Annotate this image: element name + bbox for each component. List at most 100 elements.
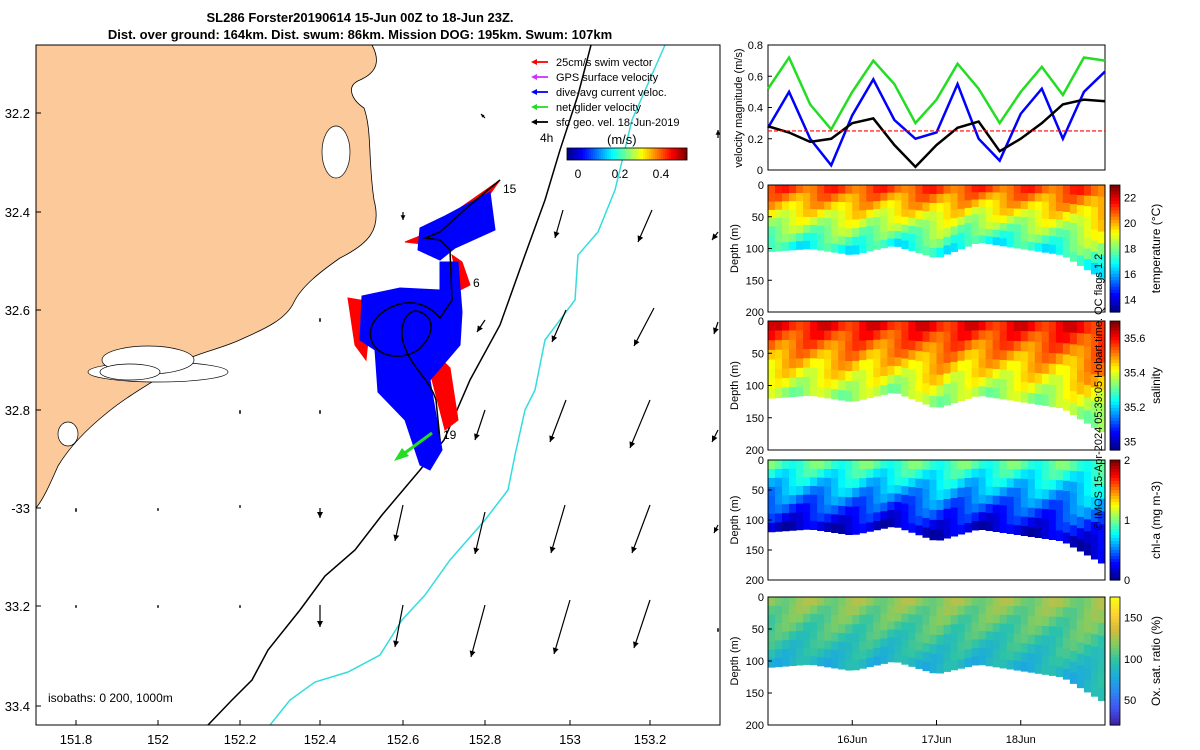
heatmap-cell [915, 488, 923, 498]
heatmap-cell [901, 512, 909, 522]
heatmap-cell [1048, 519, 1057, 531]
heatmap-cell [817, 622, 825, 632]
heatmap-colorbar-tick-label: 35.4 [1124, 368, 1145, 380]
heatmap-cell [1013, 642, 1022, 653]
heatmap-cell [894, 330, 902, 340]
heatmap-cell [1041, 479, 1050, 490]
heatmap-cell [831, 469, 839, 479]
heatmap-cell [880, 468, 888, 478]
heatmap-cell [803, 494, 811, 504]
heatmap-cell [803, 321, 811, 331]
heatmap-cell [985, 512, 994, 523]
map-lat-tick-label: 32.2 [5, 106, 30, 121]
heatmap-cell [978, 235, 987, 244]
heatmap-colorbar-segment [1110, 226, 1120, 231]
heatmap-cell [824, 597, 832, 607]
heatmap-cell [803, 240, 811, 250]
heatmap-cell [775, 193, 783, 202]
heatmap-cell [1083, 397, 1092, 411]
heatmap-cell [775, 504, 783, 514]
heatmap-cell [1020, 217, 1029, 226]
heatmap-cell [789, 597, 797, 607]
heatmap-cell [1083, 495, 1092, 508]
heatmap-colorbar-label: Ox. sat. ratio (%) [1149, 616, 1163, 706]
heatmap-cell [887, 365, 895, 376]
heatmap-cell [866, 368, 874, 379]
heatmap-cell [964, 215, 973, 224]
heatmap-colorbar-segment [1110, 648, 1120, 652]
heatmap-cell [1062, 238, 1071, 249]
heatmap-cell [880, 224, 888, 233]
heatmap-cell [768, 359, 776, 370]
heatmap-cell [789, 358, 797, 369]
colorbar-segment [625, 148, 628, 160]
heatmap-cell [950, 507, 959, 518]
colorbar-segment [681, 148, 684, 160]
heatmap-cell [782, 368, 790, 379]
heatmap-cell [1090, 683, 1099, 697]
heatmap-cell [824, 193, 832, 203]
heatmap-cell [922, 237, 930, 247]
heatmap-cell [873, 233, 881, 242]
heatmap-cell [810, 639, 818, 649]
heatmap-cell [964, 649, 973, 659]
heatmap-cell [971, 386, 980, 397]
heatmap-cell [992, 199, 1001, 208]
heatmap-cell [915, 605, 923, 616]
heatmap-cell [1097, 511, 1106, 525]
heatmap-cell [873, 512, 881, 522]
map-lat-tick-label: 33.2 [5, 599, 30, 614]
heatmap-colorbar-segment [1110, 475, 1120, 479]
depth-tick-label: 100 [746, 381, 764, 393]
heatmap-cell [768, 349, 776, 361]
heatmap-cell [866, 226, 874, 235]
heatmap-cell [803, 208, 811, 218]
heatmap-cell [1041, 469, 1050, 481]
heatmap-cell [999, 359, 1008, 371]
heatmap-cell [1097, 219, 1106, 233]
heatmap-cell [803, 613, 811, 623]
heatmap-cell [922, 352, 930, 364]
heatmap-cell [1013, 633, 1022, 644]
heatmap-cell [852, 460, 860, 470]
heatmap-cell [957, 216, 966, 226]
heatmap-cell [929, 342, 937, 354]
heatmap-cell [992, 388, 1001, 399]
heatmap-cell [1083, 359, 1092, 373]
heatmap-cell [1083, 483, 1092, 497]
heatmap-cell [929, 353, 937, 365]
heatmap-cell [964, 359, 973, 370]
heatmap-cell [859, 360, 867, 371]
heatmap-cell [922, 527, 930, 538]
heatmap-cell [901, 240, 909, 249]
heatmap-cell [887, 645, 895, 655]
heatmap-cell [971, 339, 980, 350]
heatmap-cell [768, 378, 776, 389]
heatmap-cell [1083, 543, 1092, 556]
heatmap-cell [1083, 460, 1092, 473]
heatmap-cell [831, 597, 839, 607]
heatmap-cell [1041, 235, 1050, 245]
heatmap-cell [796, 358, 804, 369]
heatmap-cell [922, 393, 930, 405]
legend-swatch-head [531, 104, 537, 110]
heatmap-cell [796, 193, 804, 202]
heatmap-cell [1048, 616, 1057, 627]
heatmap-cell [936, 635, 945, 645]
heatmap-cell [817, 657, 825, 667]
heatmap-cell [1062, 399, 1071, 411]
heatmap-cell [1055, 331, 1064, 344]
heatmap-cell [782, 631, 790, 641]
heatmap-cell [999, 230, 1008, 239]
heatmap-cell [817, 241, 825, 251]
heatmap-cell [873, 605, 881, 615]
heatmap-cell [887, 356, 895, 367]
heatmap-cell [922, 383, 930, 395]
heatmap-cell [971, 468, 980, 478]
heatmap-cell [1076, 215, 1085, 226]
heatmap-cell [1062, 229, 1071, 240]
heatmap-colorbar-segment [1110, 330, 1120, 335]
heatmap-cell [803, 232, 811, 242]
heatmap-cell [831, 632, 839, 642]
colorbar-segment [597, 148, 600, 160]
